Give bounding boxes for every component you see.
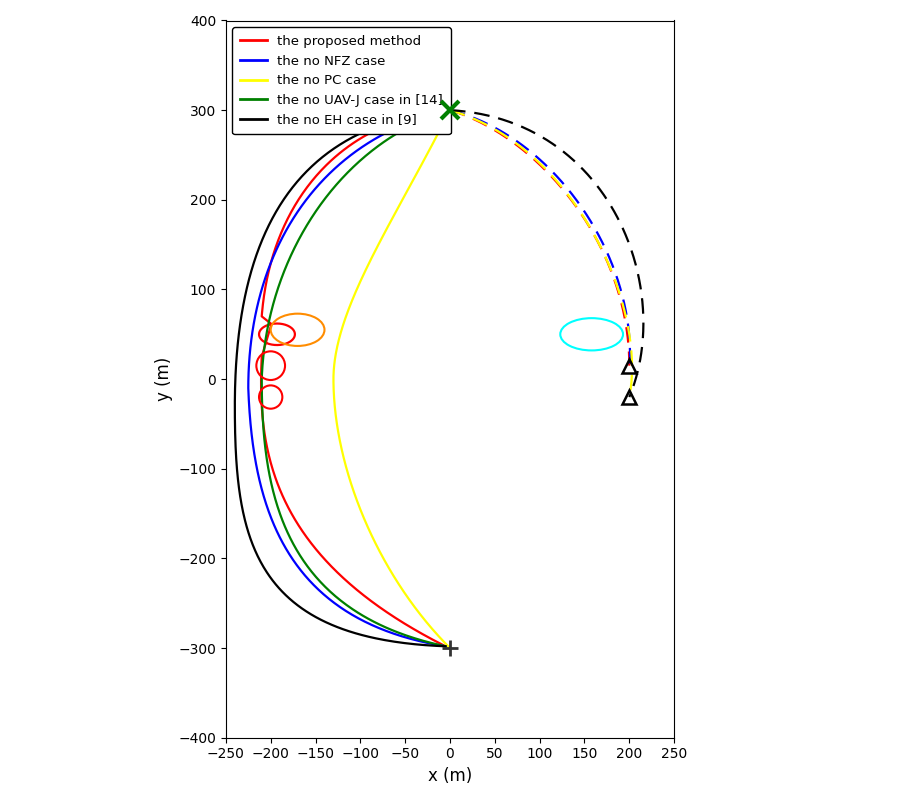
X-axis label: x (m): x (m) xyxy=(428,767,473,785)
Y-axis label: y (m): y (m) xyxy=(155,357,173,402)
Legend: the proposed method, the no NFZ case, the no PC case, the no UAV-J case in [14],: the proposed method, the no NFZ case, th… xyxy=(232,27,451,134)
